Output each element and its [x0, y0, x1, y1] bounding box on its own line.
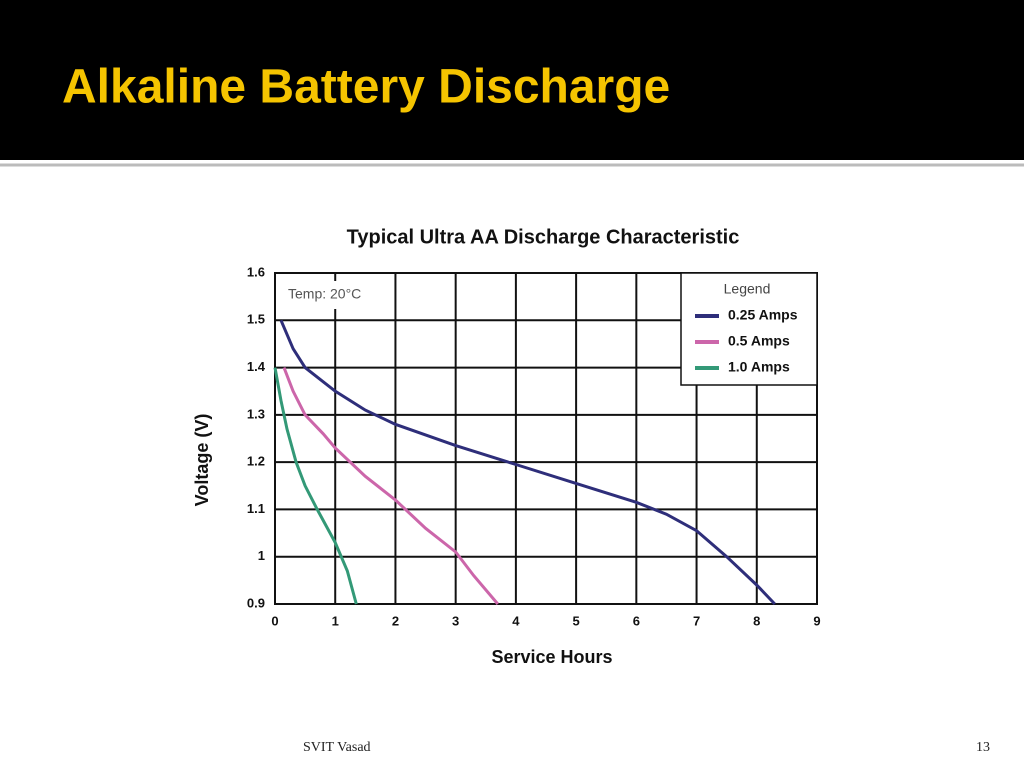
x-tick-label: 4	[512, 613, 520, 628]
legend-label: 0.25 Amps	[728, 307, 798, 323]
chart-title: Typical Ultra AA Discharge Characteristi…	[347, 226, 740, 248]
x-tick-label: 5	[572, 613, 579, 628]
x-tick-label: 3	[452, 613, 459, 628]
x-tick-label: 6	[633, 613, 640, 628]
legend-label: 1.0 Amps	[728, 359, 790, 375]
x-tick-label: 1	[332, 613, 339, 628]
series-line	[279, 319, 776, 606]
y-axis-label: Voltage (V)	[192, 414, 212, 507]
title-band	[0, 0, 1024, 160]
x-tick-label: 9	[813, 613, 820, 628]
annotation-bg	[280, 281, 380, 309]
y-tick-label: 1.3	[247, 406, 265, 421]
x-axis-label: Service Hours	[491, 647, 612, 667]
y-tick-label: 0.9	[247, 595, 265, 610]
y-tick-label: 1	[258, 548, 265, 563]
slide-title: Alkaline Battery Discharge	[62, 61, 670, 114]
y-tick-label: 1.4	[247, 359, 266, 374]
series-line	[282, 367, 499, 605]
footer: SVIT Vasad	[303, 740, 371, 755]
x-tick-label: 0	[271, 613, 278, 628]
legend-title: Legend	[724, 281, 771, 297]
legend-label: 0.5 Amps	[728, 333, 790, 349]
y-tick-label: 1.6	[247, 264, 265, 279]
page-number: 13	[976, 740, 990, 755]
series-line	[273, 367, 358, 605]
x-tick-label: 2	[392, 613, 399, 628]
y-tick-label: 1.1	[247, 501, 265, 516]
annotation: Temp: 20°C	[288, 286, 361, 302]
y-tick-label: 1.5	[247, 312, 265, 327]
y-tick-label: 1.2	[247, 454, 265, 469]
x-tick-label: 7	[693, 613, 700, 628]
x-tick-label: 8	[753, 613, 760, 628]
